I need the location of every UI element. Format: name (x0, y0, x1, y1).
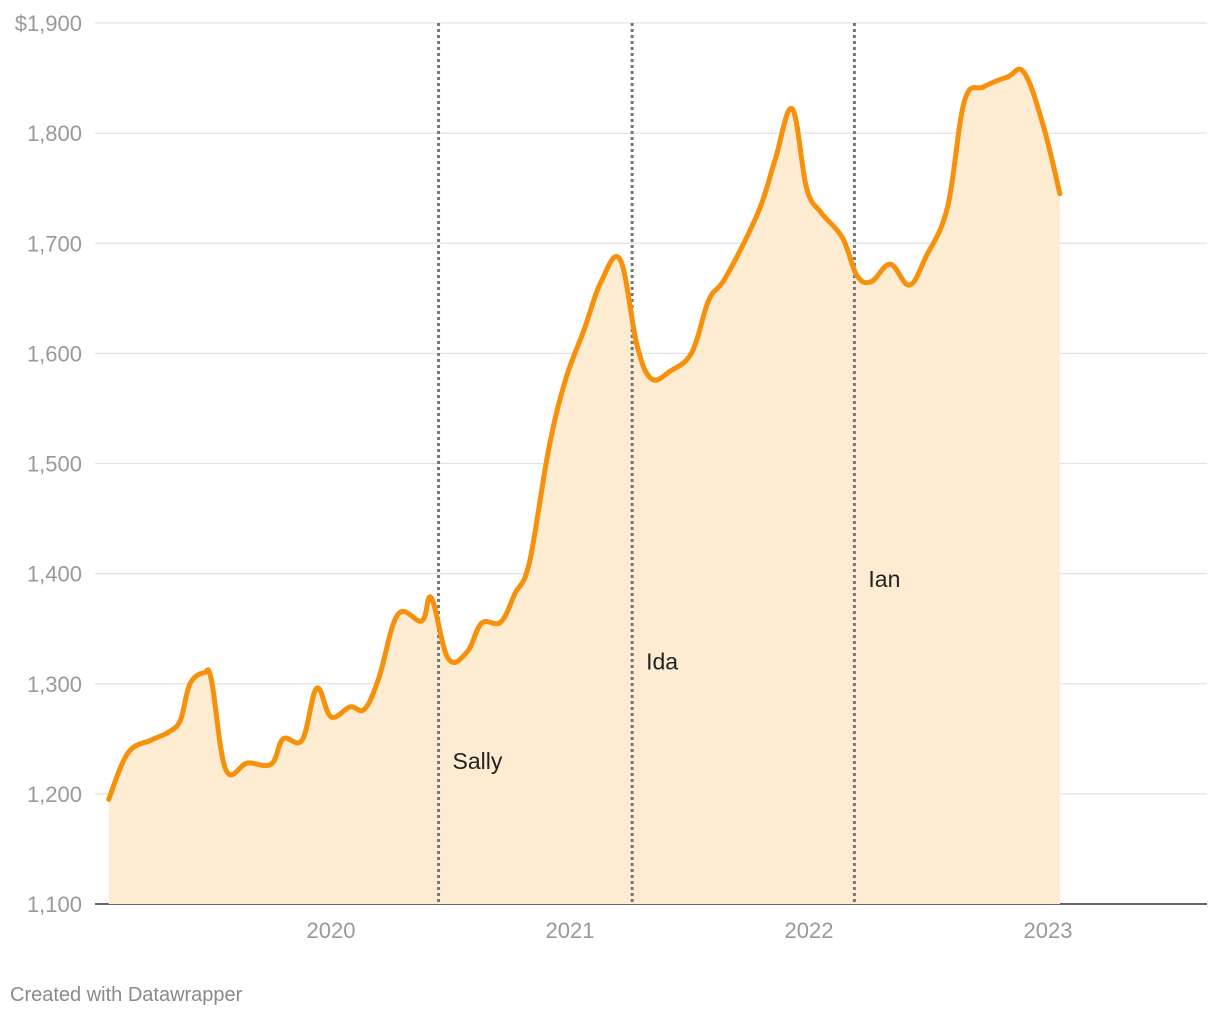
series-line (106, 66, 1063, 802)
x-tick-label-2023: 2023 (1024, 918, 1073, 943)
x-tick-label-2020: 2020 (307, 918, 356, 943)
annotation-label-ian: Ian (868, 566, 900, 592)
y-tick-label-1600: 1,600 (27, 341, 82, 366)
annotation-lines (437, 23, 856, 904)
y-tick-label-1700: 1,700 (27, 231, 82, 256)
line-area-chart: Sally Ida Ian 1,100 1,200 1,300 1,400 1,500 1,6… (15, 11, 1207, 943)
line-layer (106, 66, 1063, 802)
y-tick-label-1500: 1,500 (27, 452, 82, 477)
area-fill (108, 69, 1060, 904)
annotation-labels: Sally Ida Ian (453, 566, 901, 774)
chart-svg: Sally Ida Ian 1,100 1,200 1,300 1,400 1,500 1,6… (15, 11, 1207, 943)
x-axis-labels: 2020 2021 2022 2023 (307, 918, 1073, 943)
area-layer (108, 69, 1060, 904)
credit-text: Created with Datawrapper (10, 984, 243, 1006)
x-tick-label-2021: 2021 (546, 918, 595, 943)
y-tick-label-1200: 1,200 (27, 782, 82, 807)
y-tick-label-1400: 1,400 (27, 562, 82, 587)
annotation-label-ida: Ida (646, 649, 678, 675)
y-tick-label-1900: $1,900 (15, 11, 82, 36)
x-tick-label-2022: 2022 (785, 918, 834, 943)
y-tick-label-1300: 1,300 (27, 672, 82, 697)
y-tick-label-1100: 1,100 (27, 892, 82, 917)
y-axis-labels: 1,100 1,200 1,300 1,400 1,500 1,600 1,700 1,800… (15, 11, 82, 917)
annotation-label-sally: Sally (453, 748, 503, 774)
y-tick-label-1800: 1,800 (27, 121, 82, 146)
